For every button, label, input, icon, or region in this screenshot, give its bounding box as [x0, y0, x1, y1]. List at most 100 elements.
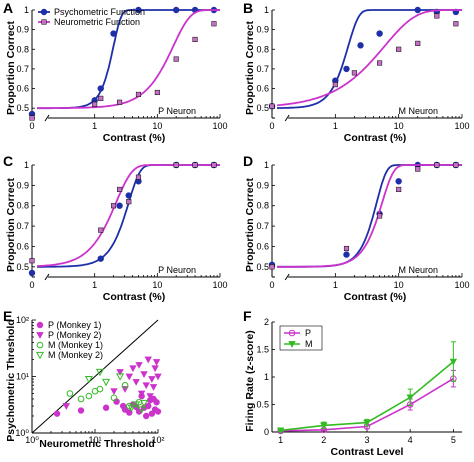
data-point-psycho	[343, 251, 350, 258]
unity-line	[31, 319, 159, 434]
scatter-point	[145, 402, 152, 410]
data-point-neuro	[343, 245, 350, 252]
y-tick-label: 1	[264, 160, 269, 170]
y-tick-label: 10¹	[16, 372, 29, 382]
x-axis-label: Contrast (%)	[103, 291, 165, 303]
legend-marker	[41, 19, 47, 25]
scatter-point	[102, 378, 111, 387]
scatter-point	[110, 388, 118, 395]
x-tick-label: 1	[92, 280, 97, 290]
data-point-neuro	[98, 227, 104, 233]
panel-label: F	[243, 308, 252, 324]
legend: PM	[279, 325, 323, 351]
scatter-point	[116, 373, 125, 381]
axis-break	[284, 273, 290, 281]
scatter-point	[127, 404, 136, 412]
x-tick-label: 10	[152, 280, 162, 290]
data-point-neuro	[117, 186, 123, 192]
data-point-neuro	[377, 60, 383, 66]
y-axis-label: Proportion Correct	[5, 21, 17, 115]
scatter-point	[154, 373, 162, 381]
panel-f: 1 2 3 4 5 0 0.5 1 1.5 2 Contrast Level Firing Rate …	[243, 308, 462, 458]
x-tick-label: 5	[451, 435, 456, 445]
y-tick-label: 0.8	[16, 44, 29, 54]
data-point-neuro	[269, 103, 275, 109]
legend-label: P (Monkey 1)	[48, 320, 101, 330]
x-axis-label: Contrast (%)	[344, 132, 406, 144]
scatter-point	[110, 394, 118, 402]
scatter-point	[144, 356, 152, 364]
scatter-point	[77, 407, 85, 414]
y-tick-label: 10²	[16, 315, 29, 325]
scatter-point	[119, 402, 127, 410]
x-axis-label: Contrast (%)	[103, 132, 165, 144]
x-axis-label: Neurometric Threshold	[39, 438, 155, 450]
y-tick-label: 0.9	[256, 25, 269, 35]
series-point	[320, 422, 328, 430]
scatter-point	[149, 384, 158, 391]
x-tick-label: 10	[394, 280, 404, 290]
y-tick-label: 0.7	[256, 221, 269, 231]
panel-label: D	[243, 153, 253, 169]
fit-curve-psycho	[276, 9, 462, 109]
legend-label: Psychometric Function	[54, 7, 145, 17]
y-tick-label: 0.7	[16, 221, 29, 231]
y-tick-label: 1	[264, 372, 269, 382]
y-tick-label: 1	[24, 5, 29, 15]
scatter-point	[135, 362, 143, 369]
scatter-point	[121, 381, 129, 389]
scatter-point	[148, 376, 156, 383]
data-point-psycho	[343, 65, 350, 73]
y-tick-label: 0.6	[256, 84, 269, 94]
data-point-neuro	[434, 162, 440, 168]
y-axis-label: Proportion Correct	[244, 178, 256, 272]
x-tick-label: 100	[454, 121, 469, 131]
x-tick-label: 1	[92, 121, 97, 131]
y-tick-label: 0.5	[256, 400, 269, 410]
scatter-point	[53, 410, 61, 417]
neuron-annotation: P Neuron	[158, 106, 196, 116]
data-point-psycho	[97, 255, 104, 262]
data-point-neuro	[117, 99, 123, 105]
legend-marker	[40, 8, 48, 16]
scatter-point	[139, 399, 149, 408]
y-tick-label: 1.5	[256, 345, 269, 355]
scatter-point	[137, 406, 146, 414]
scatter-point	[62, 403, 70, 410]
y-tick-label: 0.6	[256, 241, 269, 251]
y-tick-label: 0.7	[256, 64, 269, 74]
x-tick-label: 0	[29, 121, 34, 131]
data-point-psycho	[116, 202, 123, 209]
fit-curve-neuro	[277, 164, 462, 268]
data-point-neuro	[173, 56, 179, 62]
x-tick-label: 4	[408, 435, 413, 445]
legend-marker	[36, 341, 44, 349]
scatter-point	[102, 404, 110, 411]
scatter-point	[84, 375, 93, 384]
neuron-annotation: P Neuron	[158, 265, 196, 275]
y-axis-label: Proportion Correct	[244, 21, 256, 115]
x-axis-label: Contrast Level	[331, 446, 404, 458]
legend-label: M (Monkey 1)	[48, 340, 103, 350]
data-point-neuro	[396, 186, 402, 192]
scatter-point	[151, 365, 159, 373]
panel-label: B	[243, 0, 253, 16]
data-point-neuro	[434, 13, 440, 19]
data-point-psycho	[414, 6, 421, 14]
scatter-point	[125, 402, 133, 410]
y-tick-label: 0.9	[256, 180, 269, 190]
data-point-neuro	[135, 91, 142, 97]
data-point-neuro	[453, 162, 459, 168]
data-point-psycho	[28, 269, 36, 277]
data-point-psycho	[97, 85, 104, 92]
legend-label: P	[305, 328, 311, 338]
series-point	[363, 419, 371, 427]
y-tick-label: 0.9	[16, 25, 29, 35]
x-tick-label: 10	[394, 121, 404, 131]
data-point-neuro	[396, 46, 402, 52]
x-tick-label: 100	[454, 280, 469, 290]
y-tick-label: 1	[264, 5, 269, 15]
